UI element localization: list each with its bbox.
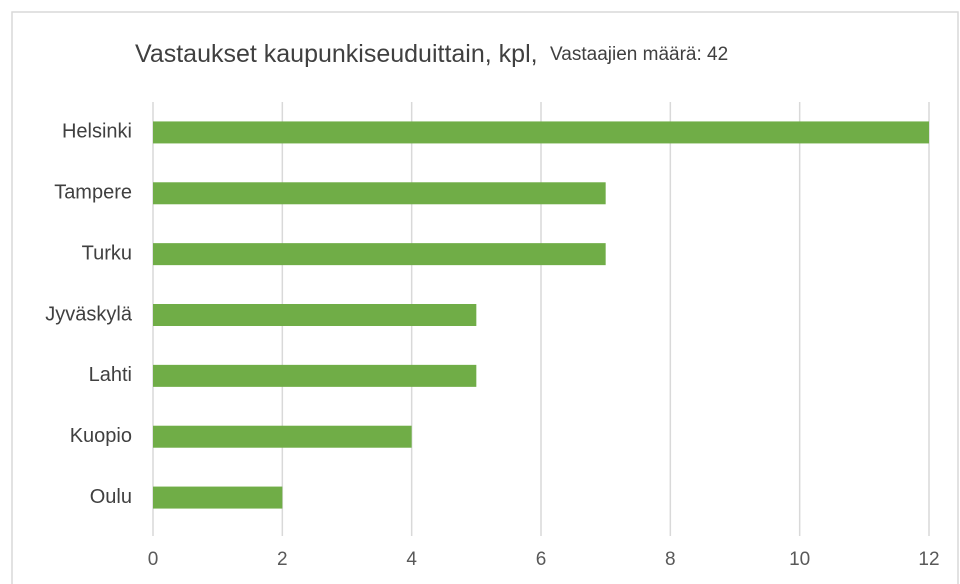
y-tick-label: Jyväskylä [45,303,133,325]
bar [153,364,477,387]
x-tick-label: 6 [536,549,547,570]
bar [153,121,929,144]
bar [153,304,477,326]
x-tick-label: 10 [789,549,810,570]
chart-title: Vastaukset kaupunkiseuduittain, kpl, [135,40,538,68]
y-tick-label: Lahti [89,364,132,386]
chart-heading: Vastaukset kaupunkiseuduittain, kpl, Vas… [135,40,728,68]
chart-subtitle: Vastaajien määrä: 42 [550,44,728,65]
y-tick-label: Kuopio [70,425,132,447]
x-tick-label: 2 [277,549,288,570]
y-tick-label: Tampere [54,182,132,204]
y-tick-label: Helsinki [62,121,132,143]
y-tick-label: Turku [82,242,132,264]
x-tick-label: 4 [406,549,417,570]
bar [153,486,283,509]
x-tick-label: 0 [148,549,159,570]
x-tick-label: 12 [918,549,939,570]
bar [153,182,606,205]
bar [153,243,606,266]
bar [153,425,412,448]
y-tick-label: Oulu [90,486,132,508]
x-tick-label: 8 [665,549,676,570]
